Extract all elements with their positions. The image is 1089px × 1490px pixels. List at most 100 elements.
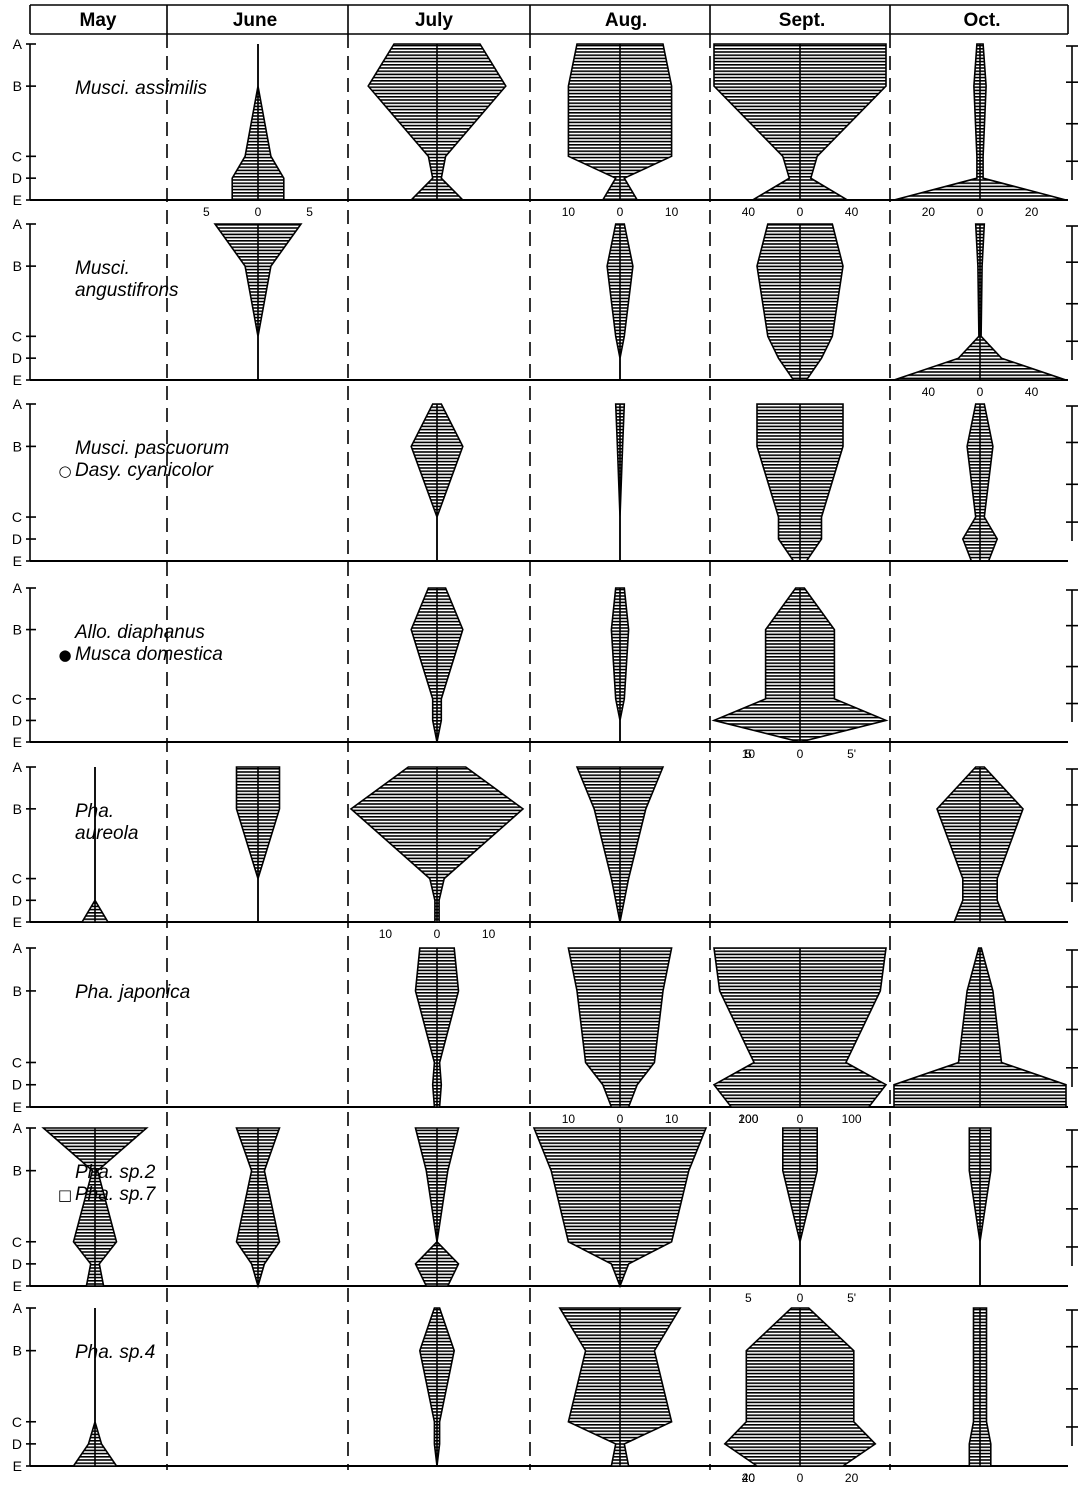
- month-header: Aug.: [605, 10, 647, 31]
- species-title: Pha. japonica: [75, 982, 190, 1003]
- tick-label: 5: [745, 1291, 752, 1305]
- station-label: D: [12, 892, 22, 908]
- tick-label: 20: [1025, 205, 1039, 219]
- station-label: C: [12, 1414, 22, 1430]
- station-label: B: [13, 1163, 22, 1179]
- species-title: Allo. diaphanus: [74, 622, 205, 643]
- station-label: A: [13, 759, 23, 775]
- tick-label: 5': [847, 747, 856, 761]
- tick-label: 0: [617, 1112, 624, 1126]
- station-label: D: [12, 1077, 22, 1093]
- station-label: A: [13, 216, 23, 232]
- species-title: aureola: [75, 823, 138, 844]
- tick-label: 20: [845, 1471, 859, 1485]
- station-label: C: [12, 328, 22, 344]
- legend-symbol: □: [58, 1186, 72, 1204]
- tick-label: 40: [742, 205, 756, 219]
- tick-label: 100: [738, 1112, 758, 1126]
- tick-label: 40: [845, 205, 859, 219]
- figure-frame: [26, 4, 1078, 1470]
- species-title: Musci. assimilis: [75, 78, 207, 99]
- station-label: B: [13, 438, 22, 454]
- tick-label: 0: [797, 1471, 804, 1485]
- station-label: E: [13, 372, 22, 388]
- tick-label: 5: [306, 205, 313, 219]
- tick-label: 10: [482, 927, 496, 941]
- tick-label: 40: [1025, 385, 1039, 399]
- station-label: D: [12, 1436, 22, 1452]
- tick-label: 10: [562, 1112, 576, 1126]
- tick-label: 5: [745, 747, 752, 761]
- station-label: C: [12, 509, 22, 525]
- legend-symbol: ●: [58, 646, 71, 664]
- kite-layer: [41, 43, 1067, 1467]
- tick-label: 200: [738, 1112, 758, 1126]
- month-header: Oct.: [964, 10, 1001, 31]
- tick-label: 20: [742, 1471, 756, 1485]
- tick-label: 5: [203, 205, 210, 219]
- tick-label: 40: [742, 1471, 756, 1485]
- tick-label: 0: [797, 1291, 804, 1305]
- station-label: C: [12, 871, 22, 887]
- species-title: angustifrons: [75, 280, 179, 301]
- species-title: Pha. sp.7: [75, 1184, 157, 1205]
- species-title: Dasy. cyanicolor: [75, 460, 214, 481]
- tick-label: 5': [847, 1291, 856, 1305]
- tick-label: 10: [379, 927, 393, 941]
- station-label: A: [13, 396, 23, 412]
- tick-label: 0: [797, 205, 804, 219]
- tick-label: 0: [977, 205, 984, 219]
- station-label: E: [13, 1278, 22, 1294]
- tick-label: 10: [665, 1112, 679, 1126]
- tick-label: 10: [742, 747, 756, 761]
- station-label: D: [12, 170, 22, 186]
- tick-label: 0: [255, 205, 262, 219]
- station-label: E: [13, 192, 22, 208]
- station-label: D: [12, 531, 22, 547]
- station-label: C: [12, 691, 22, 707]
- station-label: E: [13, 1099, 22, 1115]
- station-label: E: [13, 734, 22, 750]
- station-label: A: [13, 580, 23, 596]
- tick-label: 0: [434, 927, 441, 941]
- tick-label: 10: [562, 205, 576, 219]
- species-title: Musci.: [75, 258, 130, 279]
- station-label: C: [12, 148, 22, 164]
- species-title: Pha. sp.4: [75, 1342, 155, 1363]
- station-label: E: [13, 914, 22, 930]
- species-title: Musci. pascuorum: [75, 438, 229, 459]
- tick-label: 0: [797, 747, 804, 761]
- species-title: Pha. sp.2: [75, 1162, 156, 1183]
- legend-symbol: ○: [58, 462, 71, 480]
- species-title: Pha.: [75, 801, 114, 822]
- station-label: B: [13, 258, 22, 274]
- month-header: July: [415, 10, 453, 31]
- tick-label: 0: [797, 1112, 804, 1126]
- station-label: D: [12, 1256, 22, 1272]
- tick-label: 20: [922, 205, 936, 219]
- month-header: June: [233, 10, 277, 31]
- station-label: C: [12, 1054, 22, 1070]
- station-label: D: [12, 350, 22, 366]
- station-label: B: [13, 983, 22, 999]
- station-label: A: [13, 1300, 23, 1316]
- tick-label: 10: [665, 205, 679, 219]
- tick-label: 40: [922, 385, 936, 399]
- station-label: A: [13, 940, 23, 956]
- station-label: B: [13, 801, 22, 817]
- station-label: C: [12, 1234, 22, 1250]
- tick-label: 0: [977, 385, 984, 399]
- station-label: E: [13, 553, 22, 569]
- month-header: Sept.: [779, 10, 825, 31]
- station-label: A: [13, 36, 23, 52]
- station-label: D: [12, 712, 22, 728]
- station-label: B: [13, 1343, 22, 1359]
- tick-label: 100: [842, 1112, 862, 1126]
- tick-label: 0: [617, 205, 624, 219]
- station-label: B: [13, 622, 22, 638]
- station-label: E: [13, 1458, 22, 1474]
- species-title: Musca domestica: [75, 644, 223, 665]
- station-label: B: [13, 78, 22, 94]
